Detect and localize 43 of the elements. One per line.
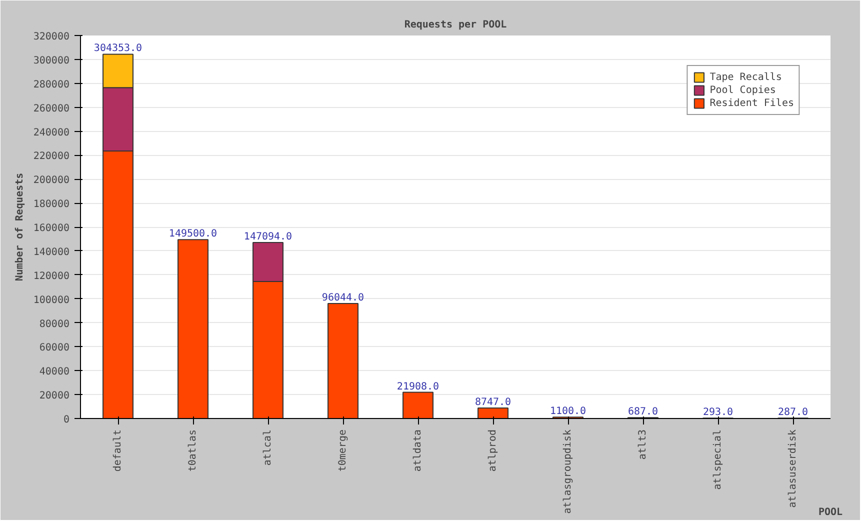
y-tick-label: 300000 [33,55,70,66]
x-tick-label: t0merge [338,429,348,472]
y-tick-label: 260000 [33,103,70,114]
y-tick-label: 160000 [33,223,70,234]
legend-label: Tape Recalls [710,72,782,82]
x-tick-label: atlt3 [638,429,648,460]
y-tick-label: 220000 [33,151,70,162]
y-tick-label: 60000 [39,342,70,354]
total-label: 293.0 [702,407,734,418]
total-label: 287.0 [778,407,808,418]
x-tick-label: atlcal [262,430,274,466]
y-tick-label: 0 [63,414,70,426]
total-label: 21908.0 [396,381,440,392]
x-tick-label: atlasgroupdisk [562,429,574,514]
legend-label: Resident Files [710,98,794,108]
total-label: 149500.0 [168,228,218,240]
x-tick-label: atldata [412,429,424,472]
total-label: 687.0 [628,406,658,418]
chart-title: Requests per POOL [404,20,507,30]
x-tick-label: default [112,429,124,472]
total-label: 8747.0 [474,397,512,408]
x-axis-title: POOL [818,506,843,518]
y-tick-label: 140000 [33,246,70,258]
y-tick-label: 120000 [33,270,70,282]
y-tick-label: 200000 [33,175,70,186]
y-tick-label: 100000 [33,294,70,306]
total-label: 96044.0 [322,292,364,304]
y-tick-label: 320000 [33,32,70,42]
x-tick-label: t0atlas [188,429,198,472]
total-label: 1100.0 [550,406,586,418]
x-tick-label: atlprod [488,429,498,472]
total-label: 147094.0 [244,231,292,242]
y-tick-label: 180000 [33,199,70,210]
x-tick-label: atlasuserdisk [788,429,798,508]
y-axis-title: Number of Requests [14,172,26,282]
y-tick-label: 20000 [39,390,70,402]
y-tick-label: 280000 [33,79,70,90]
y-tick-label: 240000 [33,127,70,138]
y-tick-label: 80000 [39,318,70,330]
total-label: 304353.0 [94,43,142,54]
y-tick-label: 40000 [39,366,70,378]
x-tick-label: atlspecial [712,429,724,490]
legend-label: Pool Copies [710,84,776,96]
